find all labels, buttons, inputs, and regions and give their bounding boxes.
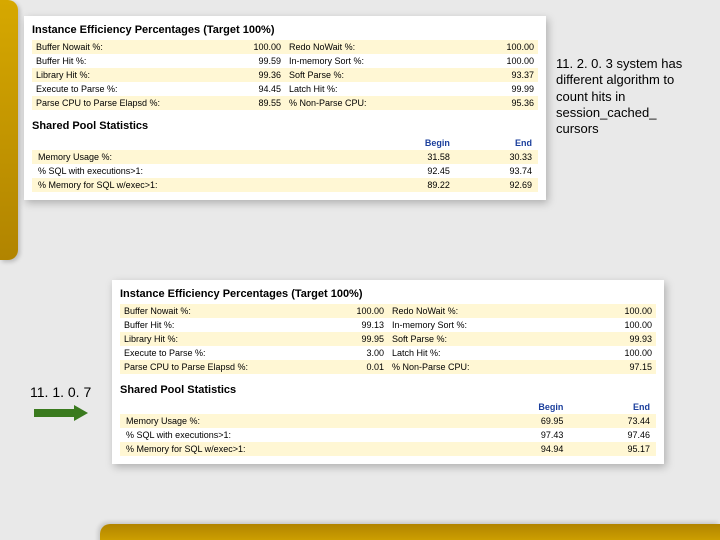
metric-value: 100.00	[588, 318, 656, 332]
metric-label: Latch Hit %:	[388, 346, 588, 360]
metric-label: Execute to Parse %:	[32, 82, 220, 96]
metric-value: 99.13	[320, 318, 388, 332]
pool-metric-label: Memory Usage %:	[120, 414, 483, 428]
metric-label: Buffer Nowait %:	[120, 304, 320, 318]
metric-label: Redo NoWait %:	[285, 40, 473, 54]
eff-table-top: Buffer Nowait %:100.00Redo NoWait %:100.…	[32, 40, 538, 110]
pool-title-top: Shared Pool Statistics	[32, 120, 538, 132]
table-row: Execute to Parse %:94.45Latch Hit %:99.9…	[32, 82, 538, 96]
metric-label: In-memory Sort %:	[388, 318, 588, 332]
metric-label: % Non-Parse CPU:	[388, 360, 588, 374]
metric-value: 100.00	[588, 304, 656, 318]
metric-value: 100.00	[320, 304, 388, 318]
metric-value: 3.00	[320, 346, 388, 360]
metric-value: 95.36	[473, 96, 538, 110]
table-row: Parse CPU to Parse Elapsd %:89.55% Non-P…	[32, 96, 538, 110]
table-row: % Memory for SQL w/exec>1:94.9495.17	[120, 442, 656, 456]
arrow-icon	[34, 406, 90, 420]
eff-title-top: Instance Efficiency Percentages (Target …	[32, 24, 538, 36]
pool-end-value: 97.46	[569, 428, 656, 442]
annotation-left: 11. 1. 0. 7	[30, 384, 91, 402]
pool-header-begin: Begin	[374, 136, 456, 150]
metric-value: 89.55	[220, 96, 285, 110]
pool-table-bot: Begin End Memory Usage %:69.9573.44% SQL…	[120, 400, 656, 456]
pool-header-begin: Begin	[483, 400, 570, 414]
metric-label: Latch Hit %:	[285, 82, 473, 96]
pool-header-blank	[120, 400, 483, 414]
table-row: Buffer Nowait %:100.00Redo NoWait %:100.…	[32, 40, 538, 54]
awr-panel-bottom: Instance Efficiency Percentages (Target …	[112, 280, 664, 464]
metric-label: Parse CPU to Parse Elapsd %:	[32, 96, 220, 110]
metric-label: In-memory Sort %:	[285, 54, 473, 68]
table-row: Parse CPU to Parse Elapsd %:0.01% Non-Pa…	[120, 360, 656, 374]
pool-end-value: 30.33	[456, 150, 538, 164]
pool-begin-value: 92.45	[374, 164, 456, 178]
awr-panel-top: Instance Efficiency Percentages (Target …	[24, 16, 546, 200]
pool-end-value: 73.44	[569, 414, 656, 428]
table-row: Buffer Hit %:99.59In-memory Sort %:100.0…	[32, 54, 538, 68]
metric-value: 99.95	[320, 332, 388, 346]
metric-label: Soft Parse %:	[285, 68, 473, 82]
table-row: Memory Usage %:69.9573.44	[120, 414, 656, 428]
table-row: Buffer Hit %:99.13In-memory Sort %:100.0…	[120, 318, 656, 332]
pool-title-bot: Shared Pool Statistics	[120, 384, 656, 396]
metric-value: 99.93	[588, 332, 656, 346]
table-row: Library Hit %:99.36Soft Parse %:93.37	[32, 68, 538, 82]
table-row: Library Hit %:99.95Soft Parse %:99.93	[120, 332, 656, 346]
metric-label: Redo NoWait %:	[388, 304, 588, 318]
metric-label: Library Hit %:	[32, 68, 220, 82]
metric-value: 100.00	[473, 40, 538, 54]
pool-metric-label: % Memory for SQL w/exec>1:	[120, 442, 483, 456]
table-row: Memory Usage %:31.5830.33	[32, 150, 538, 164]
annotation-right: 11. 2. 0. 3 system has different algorit…	[556, 56, 696, 137]
metric-label: Parse CPU to Parse Elapsd %:	[120, 360, 320, 374]
metric-value: 100.00	[473, 54, 538, 68]
pool-begin-value: 94.94	[483, 442, 570, 456]
pool-begin-value: 31.58	[374, 150, 456, 164]
metric-value: 94.45	[220, 82, 285, 96]
pool-header-end: End	[569, 400, 656, 414]
table-row: % Memory for SQL w/exec>1:89.2292.69	[32, 178, 538, 192]
gold-accent-left	[0, 0, 18, 260]
metric-label: Buffer Hit %:	[120, 318, 320, 332]
pool-begin-value: 89.22	[374, 178, 456, 192]
eff-title-bot: Instance Efficiency Percentages (Target …	[120, 288, 656, 300]
pool-header-blank	[32, 136, 374, 150]
table-row: Execute to Parse %:3.00Latch Hit %:100.0…	[120, 346, 656, 360]
metric-value: 93.37	[473, 68, 538, 82]
metric-value: 0.01	[320, 360, 388, 374]
pool-end-value: 93.74	[456, 164, 538, 178]
pool-metric-label: % SQL with executions>1:	[120, 428, 483, 442]
metric-value: 100.00	[588, 346, 656, 360]
metric-label: Soft Parse %:	[388, 332, 588, 346]
table-row: % SQL with executions>1:97.4397.46	[120, 428, 656, 442]
table-row: % SQL with executions>1:92.4593.74	[32, 164, 538, 178]
pool-end-value: 92.69	[456, 178, 538, 192]
metric-label: Library Hit %:	[120, 332, 320, 346]
metric-value: 99.36	[220, 68, 285, 82]
pool-table-top: Begin End Memory Usage %:31.5830.33% SQL…	[32, 136, 538, 192]
metric-value: 100.00	[220, 40, 285, 54]
pool-header-end: End	[456, 136, 538, 150]
pool-begin-value: 97.43	[483, 428, 570, 442]
metric-value: 99.59	[220, 54, 285, 68]
gold-accent-bottom	[100, 524, 720, 540]
metric-label: % Non-Parse CPU:	[285, 96, 473, 110]
pool-metric-label: % SQL with executions>1:	[32, 164, 374, 178]
eff-table-bot: Buffer Nowait %:100.00Redo NoWait %:100.…	[120, 304, 656, 374]
metric-value: 99.99	[473, 82, 538, 96]
metric-label: Buffer Nowait %:	[32, 40, 220, 54]
metric-label: Execute to Parse %:	[120, 346, 320, 360]
metric-value: 97.15	[588, 360, 656, 374]
pool-metric-label: Memory Usage %:	[32, 150, 374, 164]
table-row: Buffer Nowait %:100.00Redo NoWait %:100.…	[120, 304, 656, 318]
pool-begin-value: 69.95	[483, 414, 570, 428]
pool-end-value: 95.17	[569, 442, 656, 456]
metric-label: Buffer Hit %:	[32, 54, 220, 68]
pool-metric-label: % Memory for SQL w/exec>1:	[32, 178, 374, 192]
